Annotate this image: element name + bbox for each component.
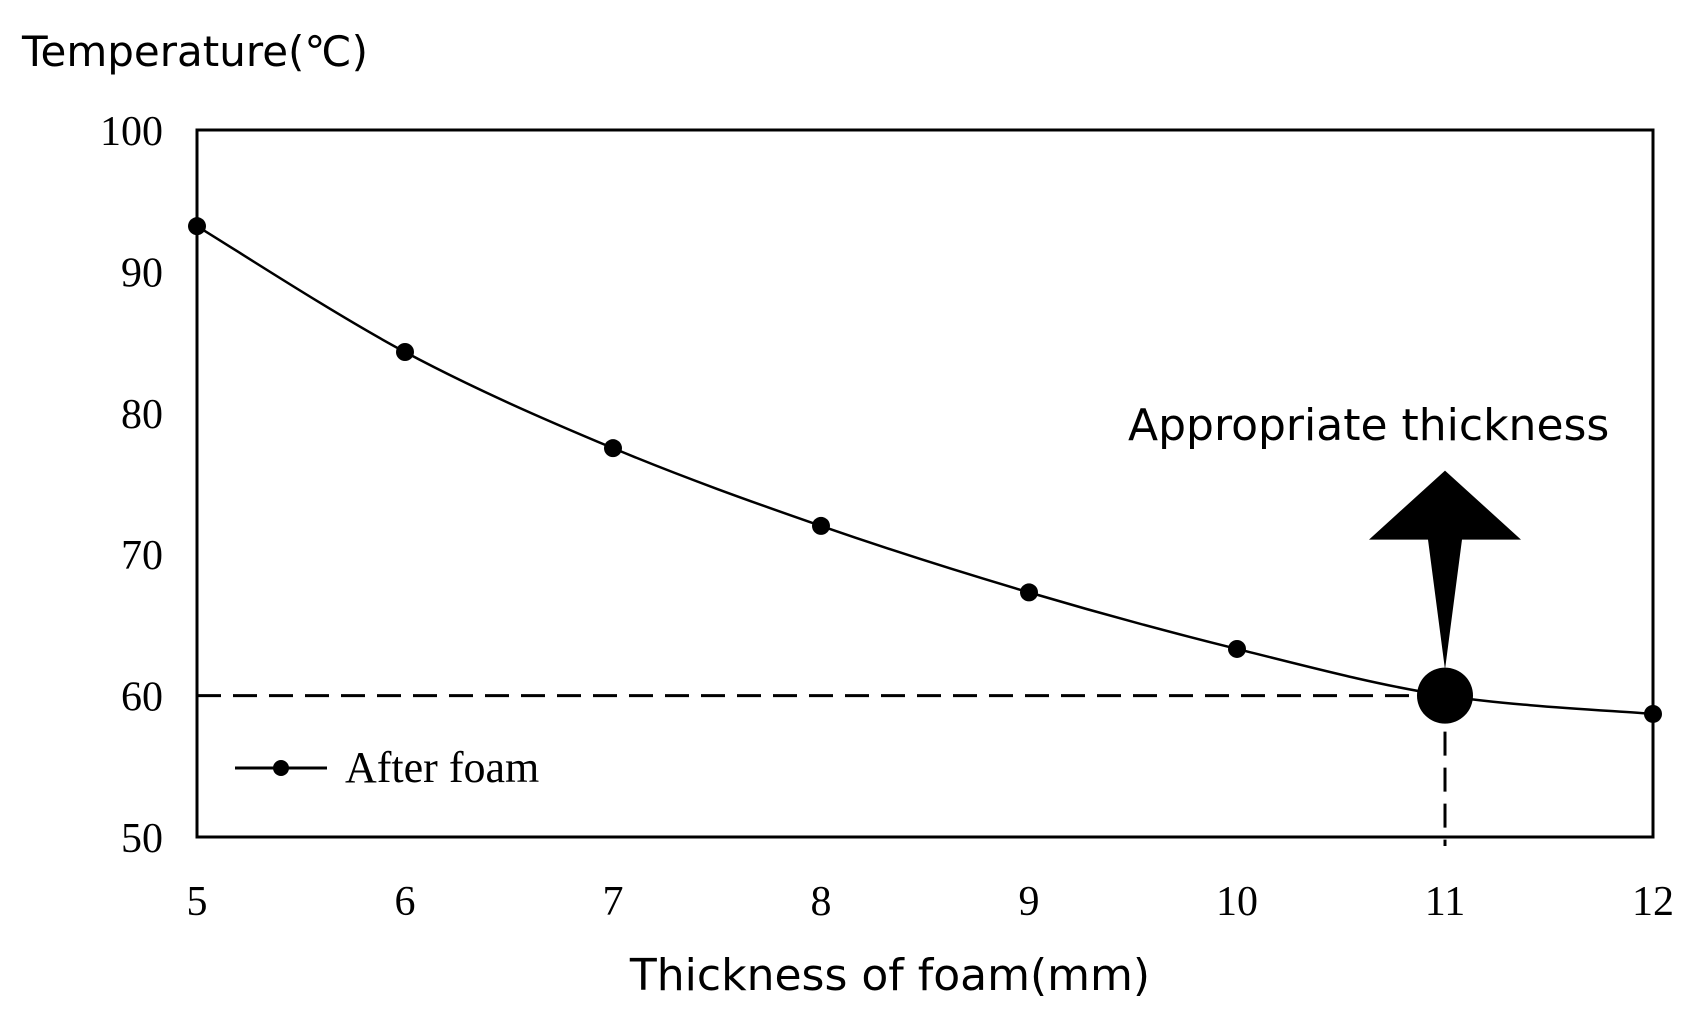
annotation-text: Appropriate thickness [1128,400,1609,451]
x-tick-12: 12 [1632,879,1674,925]
x-tick-10: 10 [1216,879,1258,925]
x-tick-11: 11 [1425,879,1465,925]
annotation-arrow [1369,470,1521,670]
reference-lines [197,694,1447,846]
x-axis-label: Thickness of foam(mm) [629,950,1150,1001]
data-point-x12 [1644,704,1662,723]
x-tick-labels: 5 6 7 8 9 10 11 12 [187,879,1675,925]
x-tick-9: 9 [1019,879,1040,925]
plot-area-frame [195,128,1655,839]
data-point-x5 [188,217,206,236]
y-axis-label: Temperature(℃) [21,27,368,76]
data-point-x9 [1020,583,1038,602]
x-tick-7: 7 [603,879,624,925]
data-point-x8 [812,516,830,535]
legend: After foam [235,743,539,792]
series-line-after-foam [196,225,1654,716]
series-markers [188,217,1662,723]
data-point-x10 [1228,639,1246,658]
y-tick-50: 50 [121,816,163,862]
y-tick-100: 100 [100,109,163,155]
y-tick-90: 90 [121,250,163,296]
y-tick-60: 60 [121,675,163,721]
legend-marker [273,760,289,776]
data-point-x7 [604,439,622,458]
legend-label: After foam [345,743,539,792]
y-tick-70: 70 [121,533,163,579]
y-tick-labels: 50 60 70 80 90 100 [100,109,163,862]
x-tick-6: 6 [395,879,416,925]
highlight-point-dot [1417,667,1473,724]
x-tick-8: 8 [811,879,832,925]
highlight-marker [1417,667,1473,724]
x-tick-5: 5 [187,879,208,925]
data-point-x6 [396,342,414,361]
y-tick-80: 80 [121,392,163,438]
